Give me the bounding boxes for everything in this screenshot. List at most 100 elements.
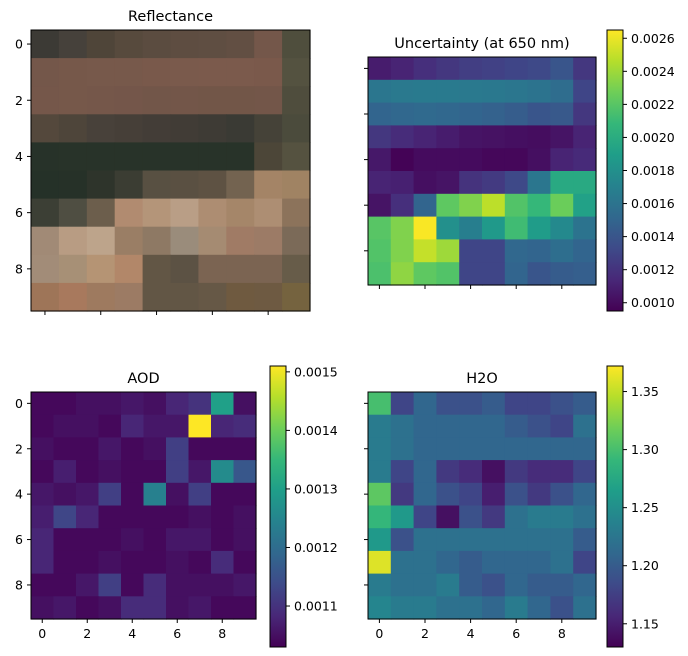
heatmap-cell: [31, 528, 55, 552]
heatmap-cell: [573, 528, 597, 552]
heatmap-cell: [436, 193, 460, 218]
heatmap-cell: [527, 148, 551, 172]
colorbar-tick-label: 0.0022: [631, 97, 675, 112]
colorbar: [607, 30, 623, 311]
heatmap-cell: [282, 86, 311, 115]
heatmap-cell: [211, 414, 235, 438]
axes-frame: [30, 391, 257, 620]
heatmap-cell: [573, 79, 597, 104]
heatmap-cell: [114, 30, 144, 59]
heatmap-cell: [58, 198, 88, 228]
heatmap-cell: [86, 142, 116, 172]
x-tick-label: 2: [83, 626, 91, 641]
heatmap-cell: [142, 282, 172, 312]
heatmap-cell: [459, 482, 483, 507]
heatmap-cell: [114, 170, 144, 200]
heatmap-cell: [459, 193, 483, 218]
heatmap-cell: [459, 57, 483, 81]
heatmap-cell: [504, 148, 529, 172]
heatmap-cell: [527, 125, 551, 149]
heatmap-cell: [368, 262, 392, 286]
heatmap-cell: [282, 30, 311, 59]
heatmap-cell: [226, 86, 255, 115]
heatmap-cell: [76, 573, 100, 597]
heatmap-cell: [436, 148, 460, 172]
panel-h2o: H2O 0 2 4 6 8 1.15 1.20 1.25 1.30 1.35: [364, 365, 659, 648]
y-tick-label: 8: [15, 577, 23, 592]
heatmap-cell: [550, 505, 574, 529]
heatmap-cell: [436, 79, 460, 104]
heatmap-cell: [368, 148, 392, 172]
heatmap-cell: [254, 58, 283, 87]
heatmap-cell: [436, 239, 460, 263]
heatmap-cell: [436, 437, 460, 461]
heatmap-cell: [573, 216, 597, 240]
heatmap-cell: [233, 460, 257, 484]
heatmap-cell: [254, 198, 283, 228]
heatmap-cell: [436, 125, 460, 149]
heatmap-cell: [233, 414, 257, 438]
heatmap-cell: [170, 114, 199, 143]
heatmap-cell: [121, 505, 145, 529]
heatmap-cell: [459, 550, 483, 575]
axes-frame: [367, 391, 597, 620]
heatmap-cell: [527, 216, 551, 240]
heatmap-cell: [166, 392, 190, 416]
heatmap-cell: [390, 171, 415, 195]
heatmap-cell: [254, 170, 283, 200]
panel-aod: AOD 0 2 4 6 8 0 2 4 6 8 0.0011 0.0012 0.0013 0.0014 0.0…: [15, 364, 338, 648]
heatmap-cell: [86, 226, 116, 256]
heatmap-cell: [254, 282, 283, 312]
heatmap-cell: [436, 171, 460, 195]
heatmap-cell: [482, 171, 506, 195]
heatmap-cell: [527, 505, 551, 529]
colorbar-tick-label: 0.0014: [631, 229, 675, 244]
axes-frame: [30, 29, 311, 312]
heatmap-cell: [31, 142, 60, 172]
heatmap-cell: [282, 254, 311, 284]
heatmap-cell: [459, 392, 483, 416]
heatmap-cell: [166, 573, 190, 597]
heatmap-cell: [436, 262, 460, 286]
heatmap-cell: [527, 437, 551, 461]
heatmap-cell: [114, 58, 144, 87]
heatmap-cell: [98, 573, 122, 597]
heatmap-cell: [86, 114, 116, 143]
heatmap-cell: [573, 414, 597, 438]
heatmap-cell: [114, 254, 144, 284]
heatmap-cell: [368, 414, 392, 438]
heatmap-cell: [504, 414, 529, 438]
heatmap-cell: [31, 596, 55, 620]
y-tick-label: 0: [15, 37, 23, 52]
heatmap-cell: [31, 414, 55, 438]
heatmap-cell: [114, 226, 144, 256]
heatmap-cell: [482, 79, 506, 104]
heatmap-cell: [282, 226, 311, 256]
heatmap-cell: [482, 262, 506, 286]
heatmap-cell: [390, 414, 415, 438]
heatmap-cell: [436, 505, 460, 529]
heatmap-cell: [31, 282, 60, 312]
heatmap-cell: [170, 226, 199, 256]
heatmap-cell: [390, 505, 415, 529]
heatmap-cell: [504, 262, 529, 286]
heatmap-cell: [482, 550, 506, 575]
heatmap-cell: [31, 114, 60, 143]
heatmap-cell: [86, 86, 116, 115]
heatmap-cell: [573, 193, 597, 218]
heatmap-cell: [368, 528, 392, 552]
heatmap-cell: [368, 573, 392, 597]
heatmap-cell: [413, 528, 437, 552]
heatmap-cell: [550, 125, 574, 149]
heatmap-cell: [170, 254, 199, 284]
heatmap-cell: [550, 460, 574, 484]
heatmap-cell: [368, 437, 392, 461]
heatmap-cell: [527, 57, 551, 81]
heatmap-cell: [527, 193, 551, 218]
heatmap-cell: [166, 505, 190, 529]
heatmap-cell: [166, 437, 190, 461]
y-tick-label: 6: [15, 205, 23, 220]
heatmap-cell: [282, 114, 311, 143]
heatmap-cell: [504, 193, 529, 218]
